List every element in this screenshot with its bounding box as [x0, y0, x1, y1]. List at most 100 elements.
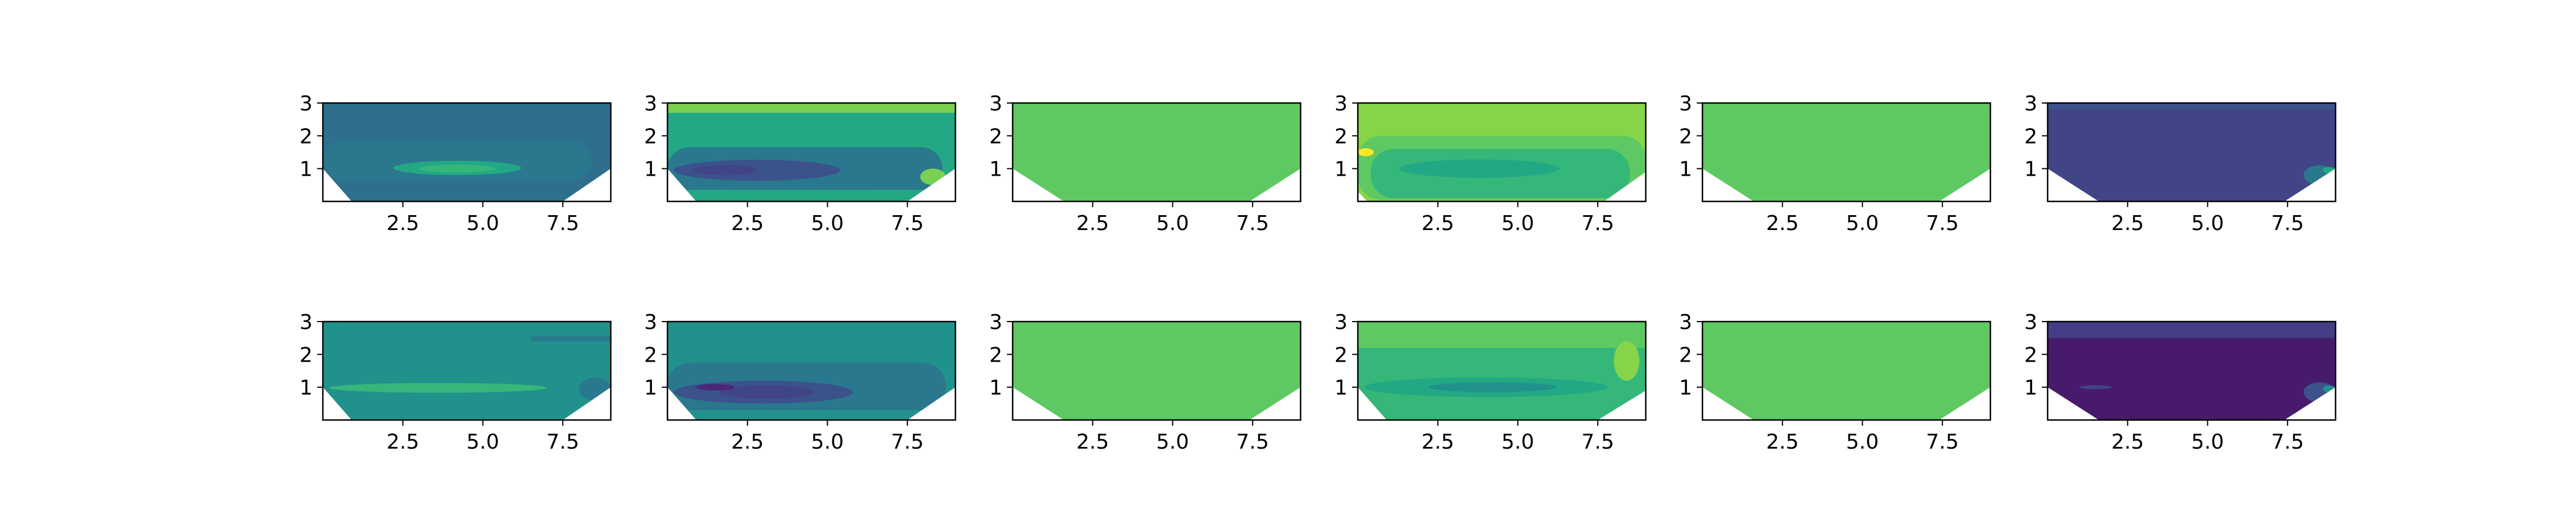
- blank-region-right: [1604, 172, 1646, 201]
- blank-region-right: [907, 387, 955, 420]
- contour-level-region: [1428, 382, 1556, 393]
- x-tick-label: 2.5: [731, 430, 764, 454]
- x-tick-label: 7.5: [891, 430, 924, 454]
- contour-level-region: [2048, 103, 2336, 110]
- x-tick-label: 2.5: [1766, 212, 1799, 235]
- subplot-1-5: 2.5 5.0 7.5 1 2 3: [2024, 311, 2337, 454]
- x-tick-label: 2.5: [386, 430, 419, 454]
- blank-region-right: [1939, 387, 1990, 420]
- subplot-1-3: 2.5 5.0 7.5 1 2 3: [1334, 311, 1647, 454]
- y-tick-label: 1: [1334, 158, 1348, 181]
- contour-area: [667, 322, 955, 420]
- contour-level-region: [1399, 159, 1560, 178]
- x-tick-label: 7.5: [1236, 212, 1269, 235]
- blank-region-left: [1013, 168, 1064, 201]
- y-tick-label: 1: [299, 158, 313, 181]
- x-tick-label: 7.5: [1236, 430, 1269, 454]
- y-tick-label: 2: [1679, 125, 1692, 148]
- y-tick-label: 1: [644, 158, 657, 181]
- axes-frame: [1701, 102, 1992, 203]
- blank-region-left: [1702, 387, 1754, 420]
- y-tick-label: 3: [989, 92, 1002, 116]
- axes-frame: [322, 102, 612, 203]
- x-tick-label: 2.5: [1076, 212, 1109, 235]
- contour-level-region: [1358, 322, 1646, 348]
- y-tick-label: 1: [989, 158, 1002, 181]
- x-tick-label: 2.5: [1421, 212, 1454, 235]
- x-tick-label: 5.0: [1846, 430, 1879, 454]
- x-tick-label: 7.5: [547, 430, 579, 454]
- axes-frame: [1012, 320, 1302, 421]
- y-tick-label: 2: [1679, 343, 1692, 367]
- y-tick-label: 3: [644, 311, 657, 334]
- axes-frame: [666, 320, 957, 421]
- x-tick-label: 2.5: [2111, 430, 2144, 454]
- contour-level-region: [693, 165, 757, 176]
- x-tick-label: 2.5: [386, 212, 419, 235]
- axes-frame: [1012, 102, 1302, 203]
- blank-region-right: [563, 168, 611, 201]
- contour-area: [1358, 103, 1646, 201]
- blank-region-left: [2048, 387, 2099, 420]
- contour-level-region: [1358, 148, 1374, 156]
- contour-level-region: [2079, 385, 2112, 390]
- contour-area: [1702, 103, 1990, 201]
- x-tick-label: 7.5: [1582, 212, 1614, 235]
- y-tick-label: 1: [2024, 377, 2037, 400]
- contour-area: [2048, 322, 2336, 420]
- blank-region-left: [2048, 168, 2099, 201]
- subplot-1-2: 2.5 5.0 7.5 1 2 3: [989, 311, 1302, 454]
- blank-region-right: [563, 387, 611, 420]
- y-tick-label: 2: [1334, 125, 1348, 148]
- contour-area: [1013, 103, 1301, 201]
- y-tick-label: 3: [1679, 311, 1692, 334]
- contour-area: [1702, 322, 1990, 420]
- contour-base-fill: [2048, 103, 2336, 201]
- contour-level-region: [531, 336, 611, 342]
- axes-frame: [666, 102, 957, 203]
- blank-region-right: [1249, 387, 1301, 420]
- blank-region-right: [907, 168, 955, 201]
- blank-region-right: [1939, 168, 1990, 201]
- x-tick-label: 5.0: [2191, 212, 2224, 235]
- subplot-grid: 2.5 5.0 7.5 1 2 3 2.5 5.0 7.5 1 2 3 2.5 5.0 7.5 1 2 3 2.5 5…: [299, 92, 2337, 454]
- x-tick-label: 5.0: [1846, 212, 1879, 235]
- y-tick-label: 3: [2024, 92, 2037, 116]
- x-tick-label: 7.5: [547, 212, 579, 235]
- y-tick-label: 3: [1334, 92, 1348, 116]
- y-tick-label: 2: [2024, 125, 2037, 148]
- x-tick-label: 2.5: [1421, 430, 1454, 454]
- x-tick-label: 2.5: [731, 212, 764, 235]
- y-tick-label: 3: [299, 92, 313, 116]
- contour-base-fill: [1702, 322, 1990, 420]
- y-tick-label: 3: [2024, 311, 2037, 334]
- y-tick-label: 3: [1679, 92, 1692, 116]
- axes-frame: [2046, 320, 2337, 421]
- y-tick-label: 3: [989, 311, 1002, 334]
- contour-level-region: [718, 385, 815, 399]
- y-tick-label: 2: [299, 343, 313, 367]
- y-tick-label: 1: [989, 377, 1002, 400]
- axes-frame: [1701, 320, 1992, 421]
- contour-level-region: [1614, 341, 1639, 381]
- contour-level-region: [418, 164, 496, 173]
- x-tick-label: 2.5: [2111, 212, 2144, 235]
- x-tick-label: 2.5: [1766, 430, 1799, 454]
- contour-area: [1358, 322, 1646, 420]
- x-tick-label: 7.5: [2271, 430, 2304, 454]
- y-tick-label: 3: [644, 92, 657, 116]
- blank-region-left: [667, 387, 697, 420]
- y-tick-label: 1: [1679, 377, 1692, 400]
- blank-region-left: [1702, 168, 1754, 201]
- x-tick-label: 5.0: [811, 212, 844, 235]
- subplot-1-0: 2.5 5.0 7.5 1 2 3: [299, 311, 612, 454]
- contour-level-region: [2048, 322, 2336, 338]
- x-tick-label: 2.5: [1076, 430, 1109, 454]
- contour-area: [323, 103, 611, 201]
- contour-area: [667, 103, 955, 201]
- contour-area: [1013, 322, 1301, 420]
- subplot-1-4: 2.5 5.0 7.5 1 2 3: [1679, 311, 1992, 454]
- blank-region-left: [323, 168, 352, 201]
